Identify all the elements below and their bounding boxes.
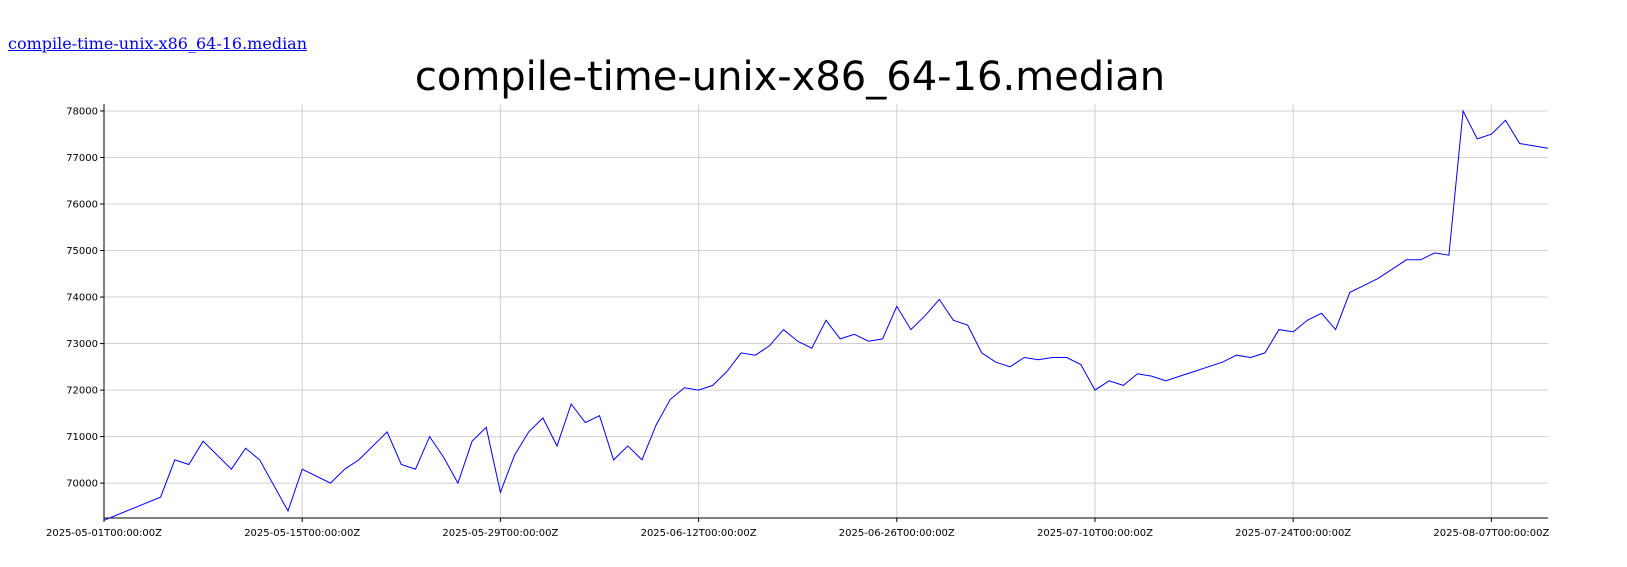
x-tick-label: 2025-07-10T00:00:00Z — [1037, 528, 1153, 539]
tick-labels: 70000 71000 72000 73000 74000 75000 76000 77000… — [46, 106, 1550, 539]
chart-title: compile-time-unix-x86_64-16.median — [415, 54, 1165, 100]
y-tick-label: 77000 — [66, 153, 98, 164]
y-tick-label: 72000 — [66, 386, 98, 397]
x-tick-label: 2025-05-15T00:00:00Z — [244, 528, 360, 539]
x-tick-label: 2025-08-07T00:00:00Z — [1433, 528, 1549, 539]
y-tick-label: 74000 — [66, 293, 98, 304]
y-tick-label: 73000 — [66, 339, 98, 350]
x-tick-label: 2025-07-24T00:00:00Z — [1235, 528, 1351, 539]
chart-title-link[interactable]: compile-time-unix-x86_64-16.median — [8, 34, 308, 53]
x-tick-label: 2025-05-01T00:00:00Z — [46, 528, 162, 539]
x-tick-label: 2025-05-29T00:00:00Z — [442, 528, 558, 539]
y-tick-label: 71000 — [66, 432, 98, 443]
x-tick-label: 2025-06-12T00:00:00Z — [641, 528, 757, 539]
y-tick-label: 76000 — [66, 200, 98, 211]
y-tick-label: 78000 — [66, 106, 98, 117]
grid — [103, 104, 1548, 518]
x-tick-label: 2025-06-26T00:00:00Z — [839, 528, 955, 539]
y-tick-label: 75000 — [66, 246, 98, 257]
axes — [100, 104, 1548, 522]
series-line — [103, 109, 1549, 521]
y-tick-label: 70000 — [66, 479, 98, 490]
